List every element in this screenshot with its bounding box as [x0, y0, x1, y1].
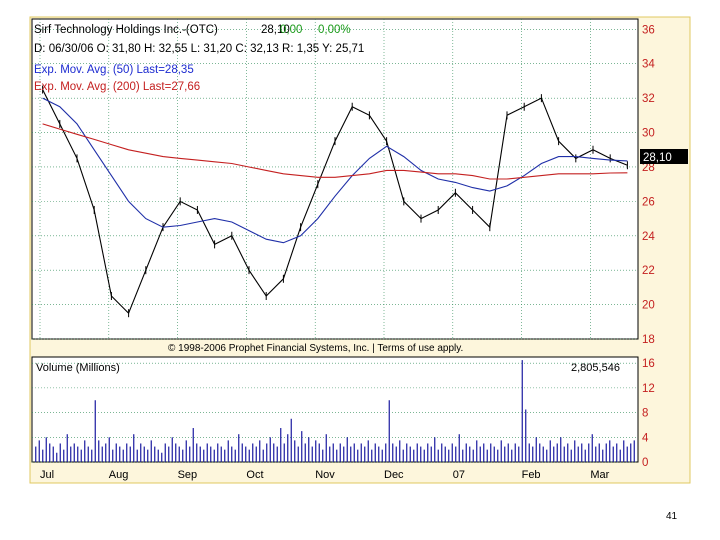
- price-change: 0,00: [280, 24, 302, 36]
- page-number: 41: [666, 511, 678, 522]
- price-change-pct: 0,00%: [318, 24, 351, 36]
- x-tick-label: Feb: [522, 469, 541, 481]
- price-tick-label: 20: [642, 300, 655, 312]
- price-tick-label: 26: [642, 196, 655, 208]
- volume-grid: [32, 362, 638, 463]
- series-line-1: [42, 97, 628, 244]
- last-price: 28,10: [261, 24, 290, 36]
- volume-tick-label: 4: [642, 432, 649, 444]
- volume-bars: [35, 360, 635, 462]
- chart-title: Sirf Technology Holdings Inc.-(OTC): [34, 24, 218, 36]
- price-tick-label: 18: [642, 334, 655, 346]
- volume-panel: [31, 356, 639, 463]
- series-line-2: [42, 123, 628, 180]
- copyright-notice[interactable]: © 1998-2006 Prophet Financial Systems, I…: [168, 343, 463, 354]
- price-panel: [31, 18, 639, 340]
- last-price-badge: 28,10: [643, 152, 672, 164]
- price-tick-label: 32: [642, 93, 655, 105]
- x-tick-label: Jul: [40, 469, 54, 481]
- price-tick-label: 22: [642, 265, 655, 277]
- x-tick-label: Mar: [590, 469, 609, 481]
- volume-tick-label: 16: [642, 358, 655, 370]
- volume-tick-label: 0: [642, 457, 648, 469]
- x-axis: Jul Aug Sep Oct Nov Dec 07 Feb Mar: [40, 469, 610, 481]
- ema200-legend: Exp. Mov. Avg. (200) Last=27,66: [34, 81, 200, 93]
- volume-tick-label: 12: [642, 383, 655, 395]
- x-tick-label: 07: [453, 469, 465, 481]
- price-series: [42, 85, 628, 318]
- x-tick-label: Aug: [109, 469, 129, 481]
- price-tick-label: 34: [642, 59, 655, 71]
- price-tick-label: 24: [642, 231, 655, 243]
- volume-last: 2,805,546: [571, 362, 620, 374]
- x-tick-label: Sep: [178, 469, 198, 481]
- price-y-axis: 18 20 22 24 26 28 30 32 34 36: [642, 24, 655, 346]
- last-price-badge-bg: [640, 149, 688, 164]
- price-tick-label: 30: [642, 128, 655, 140]
- ohlc-line: D: 06/30/06 O: 31,80 H: 32,55 L: 31,20 C…: [34, 43, 364, 55]
- ema50-legend: Exp. Mov. Avg. (50) Last=28,35: [34, 64, 194, 76]
- x-tick-label: Nov: [315, 469, 335, 481]
- price-tick-label: 28: [642, 162, 655, 174]
- volume-tick-label: 8: [642, 408, 648, 420]
- volume-title: Volume (Millions): [36, 362, 120, 374]
- price-tick-label: 36: [642, 24, 655, 36]
- x-tick-label: Dec: [384, 469, 404, 481]
- volume-y-axis: 0 4 8 12 16: [642, 358, 655, 469]
- x-tick-label: Oct: [246, 469, 263, 481]
